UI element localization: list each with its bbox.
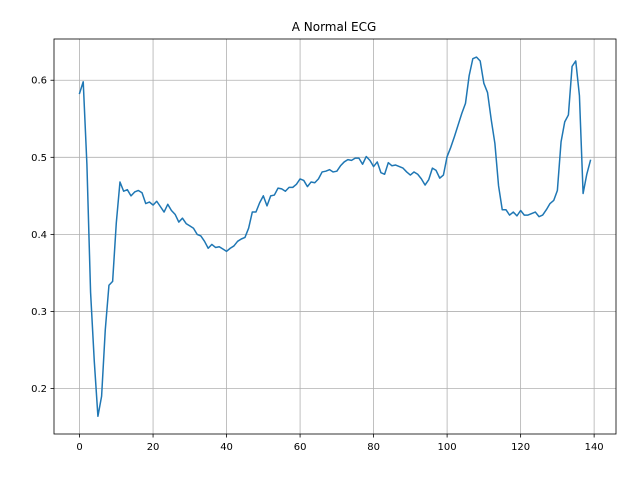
chart-title: A Normal ECG — [292, 20, 377, 34]
axes — [50, 38, 617, 438]
y-tick-label: 0.5 — [31, 153, 47, 164]
grid-lines — [54, 39, 616, 434]
x-tick-label: 100 — [438, 442, 457, 453]
ecg-series-line — [78, 56, 592, 418]
x-tick-label: 40 — [220, 442, 233, 453]
y-tick-label: 0.2 — [31, 384, 47, 395]
x-tick-label: 80 — [367, 442, 380, 453]
x-tick-label: 20 — [147, 442, 160, 453]
x-tick-label: 140 — [585, 442, 604, 453]
series-layer — [78, 56, 592, 418]
x-tick-label: 0 — [76, 442, 82, 453]
y-tick-label: 0.6 — [31, 76, 47, 87]
x-tick-label: 60 — [294, 442, 307, 453]
y-tick-label: 0.4 — [31, 230, 47, 241]
y-tick-label: 0.3 — [31, 307, 47, 318]
tick-labels: 0 20 40 60 80 100 120 140 0.2 0.3 0.4 0.5 0.6 — [31, 76, 604, 453]
x-tick-label: 120 — [511, 442, 530, 453]
plot-frame — [53, 38, 617, 435]
